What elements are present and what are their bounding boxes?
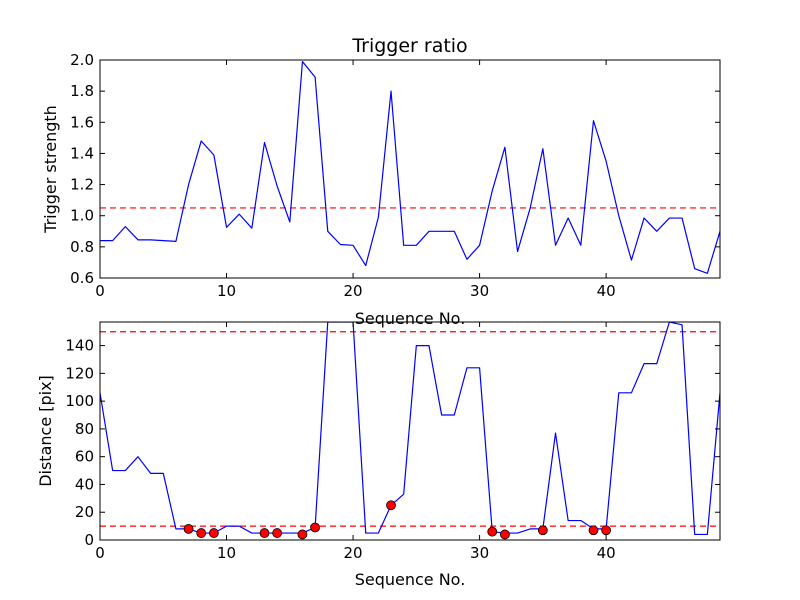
- bottom-y-tick-label: 60: [75, 448, 94, 466]
- bottom-panel: 0 10 20 30 40 0 20 40 60 80 100 120 140 Sequence No.…: [36, 321, 721, 589]
- bottom-detection-point: [499, 529, 510, 540]
- bottom-detection-point: [183, 523, 194, 534]
- bottom-y-tick-label: 120: [65, 364, 94, 382]
- bottom-detection-point: [208, 528, 219, 538]
- top-y-tick-label: 2.0: [70, 51, 94, 69]
- bottom-detection-point: [272, 528, 283, 538]
- bottom-detection-point: [310, 522, 321, 533]
- top-plot-marks: [100, 60, 720, 274]
- top-y-tick-label: 1.4: [70, 144, 94, 162]
- bottom-x-tick-label: 30: [470, 544, 489, 562]
- top-y-axis-label: Trigger strength: [41, 105, 60, 234]
- bottom-detection-point: [537, 525, 548, 536]
- top-panel: Trigger ratio 0 10 20 30 40 0.6 0.8 1.0 1.2 1.4 1.…: [41, 35, 721, 328]
- bottom-detection-point: [196, 528, 207, 538]
- bottom-x-tick-label: 0: [95, 544, 105, 562]
- bottom-detection-point: [487, 526, 498, 537]
- bottom-x-tick-label: 40: [597, 544, 616, 562]
- top-y-tick-label: 1.8: [70, 82, 94, 100]
- top-series-line-0: [100, 60, 720, 274]
- top-x-tick-label: 0: [95, 282, 105, 300]
- bottom-detection-point: [588, 525, 599, 536]
- bottom-detection-point: [386, 500, 396, 511]
- bottom-x-axis-label: Sequence No.: [355, 570, 466, 589]
- bottom-x-tick-label: 10: [217, 544, 236, 562]
- bottom-x-tick-label: 20: [344, 544, 363, 562]
- top-y-tick-label: 0.6: [70, 269, 94, 287]
- bottom-detection-point: [297, 529, 308, 540]
- bottom-y-tick-label: 80: [75, 420, 94, 438]
- top-x-tick-label: 40: [597, 282, 616, 300]
- chart-title: Trigger ratio: [351, 35, 467, 57]
- top-x-axis-label: Sequence No.: [355, 309, 466, 328]
- top-y-tick-label: 1.0: [70, 207, 94, 225]
- top-axis-ticks: 0 10 20 30 40 0.6 0.8 1.0 1.2 1.4 1.6 1.8 2.0: [70, 51, 720, 300]
- bottom-y-tick-label: 140: [65, 337, 94, 355]
- top-y-tick-label: 0.8: [70, 238, 94, 256]
- top-plot-frame: [99, 59, 721, 279]
- bottom-y-axis-label: Distance [pix]: [36, 375, 55, 487]
- bottom-axis-ticks: 0 10 20 30 40 0 20 40 60 80 100 120 140: [65, 322, 720, 562]
- top-x-tick-label: 10: [217, 282, 236, 300]
- top-x-tick-label: 20: [344, 282, 363, 300]
- bottom-y-tick-label: 20: [75, 503, 94, 521]
- top-y-tick-label: 1.2: [70, 176, 94, 194]
- bottom-y-tick-label: 0: [84, 531, 94, 549]
- bottom-y-tick-label: 100: [65, 392, 94, 410]
- bottom-y-tick-label: 40: [75, 475, 94, 493]
- bottom-detection-point: [601, 525, 612, 536]
- bottom-plot-marks: [100, 322, 720, 540]
- top-x-tick-label: 30: [470, 282, 489, 300]
- top-y-tick-label: 1.6: [70, 113, 94, 131]
- bottom-plot-frame: [99, 321, 721, 541]
- bottom-detection-point: [259, 528, 270, 538]
